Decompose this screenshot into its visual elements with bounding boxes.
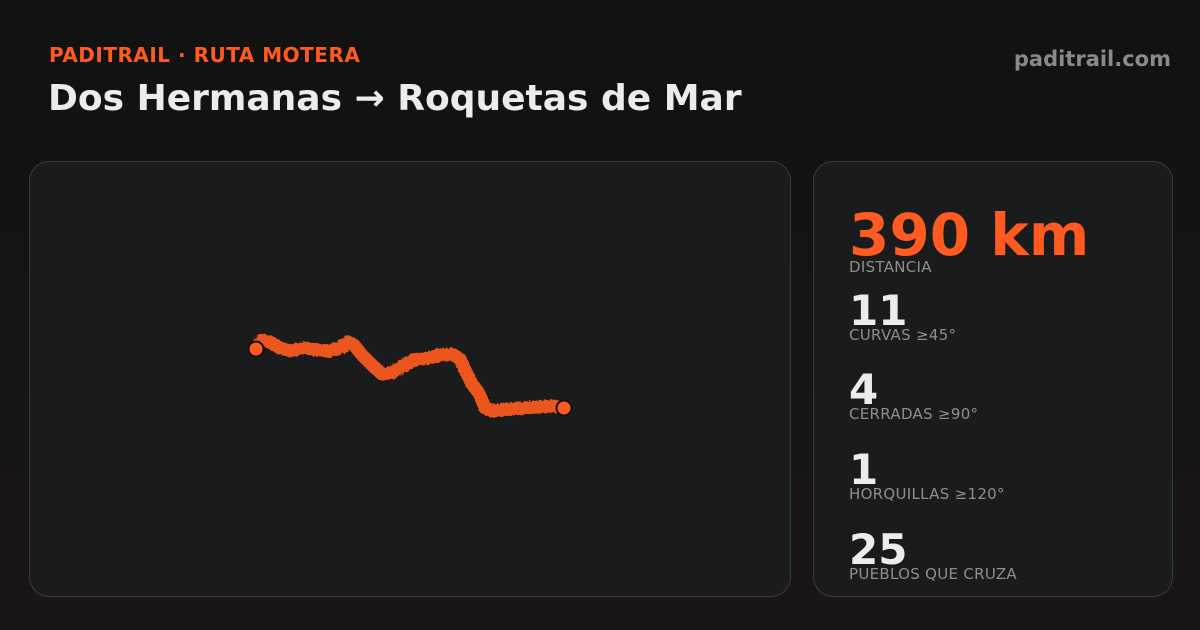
distance-value: 390 km	[849, 201, 1090, 269]
end-marker-icon[interactable]	[555, 399, 573, 417]
sharp-curves-value: 4	[849, 365, 879, 414]
towns-value: 25	[849, 525, 908, 574]
stat-curves: 11 CURVAS ≥45°	[849, 290, 956, 343]
route-map[interactable]	[29, 161, 791, 597]
stats-panel: 390 km DISTANCIA 11 CURVAS ≥45° 4 CERRAD…	[813, 161, 1173, 597]
curves-value: 11	[849, 286, 908, 335]
stat-sharp-curves: 4 CERRADAS ≥90°	[849, 369, 978, 422]
brand-kicker: PADITRAIL · RUTA MOTERA	[49, 43, 361, 67]
curves-label: CURVAS ≥45°	[849, 326, 957, 344]
stat-hairpins: 1 HORQUILLAS ≥120°	[849, 449, 1005, 502]
hairpins-label: HORQUILLAS ≥120°	[849, 485, 1005, 503]
stat-distance: 390 km DISTANCIA	[849, 206, 1089, 275]
route-map-canvas	[247, 333, 573, 418]
hairpins-value: 1	[849, 445, 879, 494]
start-marker-icon[interactable]	[247, 340, 265, 358]
route-line	[249, 333, 571, 418]
site-url[interactable]: paditrail.com	[1013, 47, 1171, 71]
route-title: Dos Hermanas → Roquetas de Mar	[48, 78, 742, 119]
stat-towns: 25 PUEBLOS QUE CRUZA	[849, 529, 1017, 582]
towns-label: PUEBLOS QUE CRUZA	[849, 565, 1017, 583]
distance-label: DISTANCIA	[849, 258, 932, 276]
sharp-curves-label: CERRADAS ≥90°	[849, 405, 979, 423]
